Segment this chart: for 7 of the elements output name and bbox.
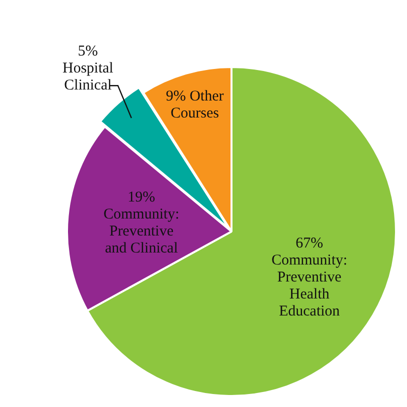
slice-label: 9% Other Courses (166, 88, 224, 122)
data-label: 67% (296, 235, 324, 252)
slice-label: Community: Preventive and Clinical (104, 206, 180, 256)
data-label: 19% (128, 189, 156, 206)
slice-label: Hospital Clinical (62, 60, 114, 94)
data-label: 5% (78, 44, 98, 60)
slice-label: Community: Preventive Health Education (271, 252, 348, 320)
